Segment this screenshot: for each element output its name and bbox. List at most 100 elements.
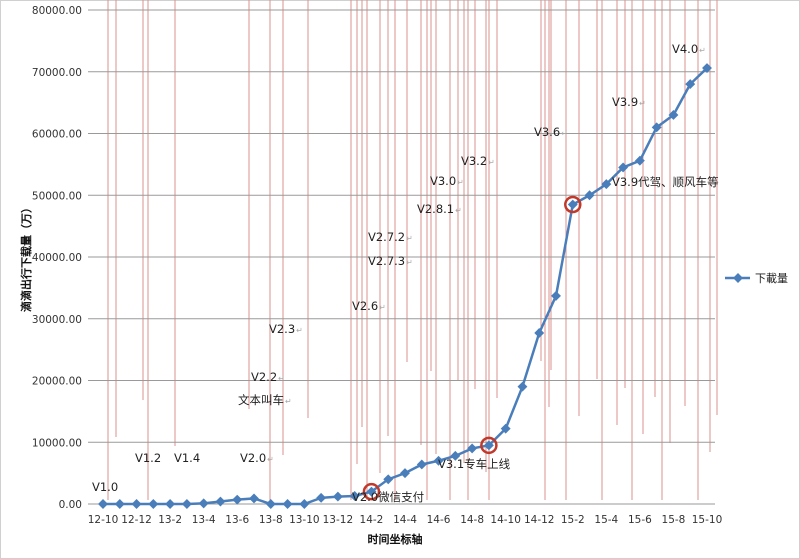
- data-point-13-5: [215, 496, 226, 507]
- y-tick-label: 40000.00: [32, 252, 82, 264]
- annotation-label: 文本叫车: [238, 393, 284, 407]
- x-tick-label: 12-12: [121, 514, 152, 526]
- y-axis-ticks: 0.00 10000.00 20000.00 30000.00 40000.00 5000…: [32, 5, 82, 511]
- data-point-14-9: [483, 440, 494, 451]
- x-tick-label: 12-10: [88, 514, 119, 526]
- annotation-label: V3.0: [430, 174, 456, 188]
- data-point-14-4: [400, 468, 410, 479]
- data-point-15-8: [668, 110, 679, 120]
- data-point-13-4: [198, 498, 209, 509]
- data-point-15-5: [618, 162, 629, 173]
- return-mark-icon: ↵: [699, 46, 706, 55]
- annotation-label: V2.7.3: [368, 254, 405, 268]
- data-point-14-11: [517, 381, 528, 392]
- data-point-13-9: [282, 499, 293, 509]
- data-point-15-4: [601, 179, 612, 190]
- data-point-14-12: [534, 328, 545, 338]
- legend: 下載量: [725, 272, 788, 285]
- x-tick-label: 14-4: [393, 514, 417, 526]
- y-tick-label: 50000.00: [32, 190, 82, 202]
- legend-label: 下載量: [755, 272, 788, 285]
- x-tick-label: 14-8: [460, 514, 484, 526]
- release-marker-lines: [107, 0, 718, 500]
- x-tick-label: 13-2: [158, 514, 182, 526]
- data-point-13-12: [332, 491, 343, 502]
- x-tick-label: 13-6: [225, 514, 249, 526]
- data-point-13-10: [299, 499, 310, 509]
- annotation-label: V3.6: [534, 125, 560, 139]
- y-tick-label: 70000.00: [32, 67, 82, 79]
- data-point-15-10: [702, 63, 712, 73]
- return-mark-icon: ↵: [457, 178, 464, 187]
- return-mark-icon: ↵: [278, 374, 285, 383]
- return-mark-icon: ↵: [267, 455, 274, 464]
- x-tick-label: 13-8: [259, 514, 283, 526]
- annotation-label: V2.6: [352, 299, 378, 313]
- annotation-label: V2.2: [251, 370, 277, 384]
- data-point-13-7: [249, 493, 259, 504]
- data-point-15-1: [551, 290, 561, 301]
- return-mark-icon: ↵: [455, 206, 462, 215]
- x-tick-label: 15-4: [594, 514, 618, 526]
- data-point-14-3: [383, 474, 394, 485]
- highlight-circle: [480, 436, 498, 455]
- annotation-label: V3.9代驾、顺风车等: [612, 175, 719, 189]
- x-tick-label: 14-10: [490, 514, 521, 526]
- annotation-label: V2.0微信支付: [352, 490, 424, 504]
- y-tick-label: 60000.00: [32, 129, 82, 141]
- return-mark-icon: ↵: [406, 234, 413, 243]
- data-point-14-5: [416, 459, 427, 470]
- data-point-13-8: [265, 499, 276, 509]
- data-point-14-10: [500, 423, 511, 434]
- data-point-13-6: [232, 494, 243, 505]
- annotation-label: V1.0: [92, 480, 118, 494]
- data-point-15-7: [651, 122, 662, 133]
- data-point-13-1: [148, 499, 159, 509]
- data-point-15-2: [567, 199, 578, 210]
- data-point-13-3: [181, 499, 192, 509]
- data-point-14-8: [467, 443, 478, 454]
- y-tick-label: 20000.00: [32, 376, 82, 388]
- y-tick-label: 10000.00: [32, 437, 82, 449]
- data-point-12-11: [114, 499, 125, 509]
- data-point-14-6: [433, 455, 444, 466]
- data-point-12-12: [131, 499, 142, 509]
- annotation-label: V2.8.1: [417, 202, 454, 216]
- return-mark-icon: ↵: [561, 129, 568, 138]
- data-point-15-6: [634, 155, 645, 166]
- x-tick-label: 13-12: [323, 514, 354, 526]
- data-point-14-7: [450, 450, 461, 461]
- data-point-14-1: [349, 491, 360, 501]
- annotation-label: V1.2: [135, 451, 161, 465]
- legend-marker: [733, 273, 743, 283]
- return-mark-icon: ↵: [379, 303, 386, 312]
- annotation-label: V2.0: [240, 451, 266, 465]
- annotation-label: V1.4: [174, 451, 200, 465]
- x-axis-title: 时间坐标轴: [368, 532, 423, 546]
- annotation-label: V4.0: [672, 42, 698, 56]
- y-tick-label: 80000.00: [32, 5, 82, 17]
- annotation-label: V3.9: [612, 95, 638, 109]
- annotations: V1.0V1.2 V1.4 V2.0 ↵文本叫车 ↵V2.2 ↵V2.3 ↵V2.6 ↵V2.…: [92, 42, 719, 504]
- annotation-label: V2.3: [269, 322, 295, 336]
- x-tick-label: 15-10: [692, 514, 723, 526]
- return-mark-icon: ↵: [285, 397, 292, 406]
- y-tick-label: 30000.00: [32, 314, 82, 326]
- x-tick-label: 15-6: [628, 514, 652, 526]
- return-mark-icon: ↵: [488, 158, 495, 167]
- return-mark-icon: ↵: [296, 326, 303, 335]
- x-tick-label: 14-6: [427, 514, 451, 526]
- data-point-12-10: [98, 499, 108, 509]
- return-mark-icon: ↵: [639, 99, 646, 108]
- data-point-13-11: [316, 492, 327, 503]
- x-axis-ticks: 12-10 12-12 13-2 13-4 13-6 13-8 13-10 13-12 14-2…: [88, 514, 723, 526]
- data-point-14-2: [366, 486, 377, 497]
- x-tick-label: 15-2: [561, 514, 585, 526]
- x-tick-label: 13-10: [289, 514, 320, 526]
- annotation-label: V3.2: [461, 154, 487, 168]
- data-point-13-2: [165, 499, 176, 509]
- x-tick-label: 15-8: [662, 514, 686, 526]
- x-tick-label: 13-4: [192, 514, 216, 526]
- x-tick-label: 14-2: [360, 514, 384, 526]
